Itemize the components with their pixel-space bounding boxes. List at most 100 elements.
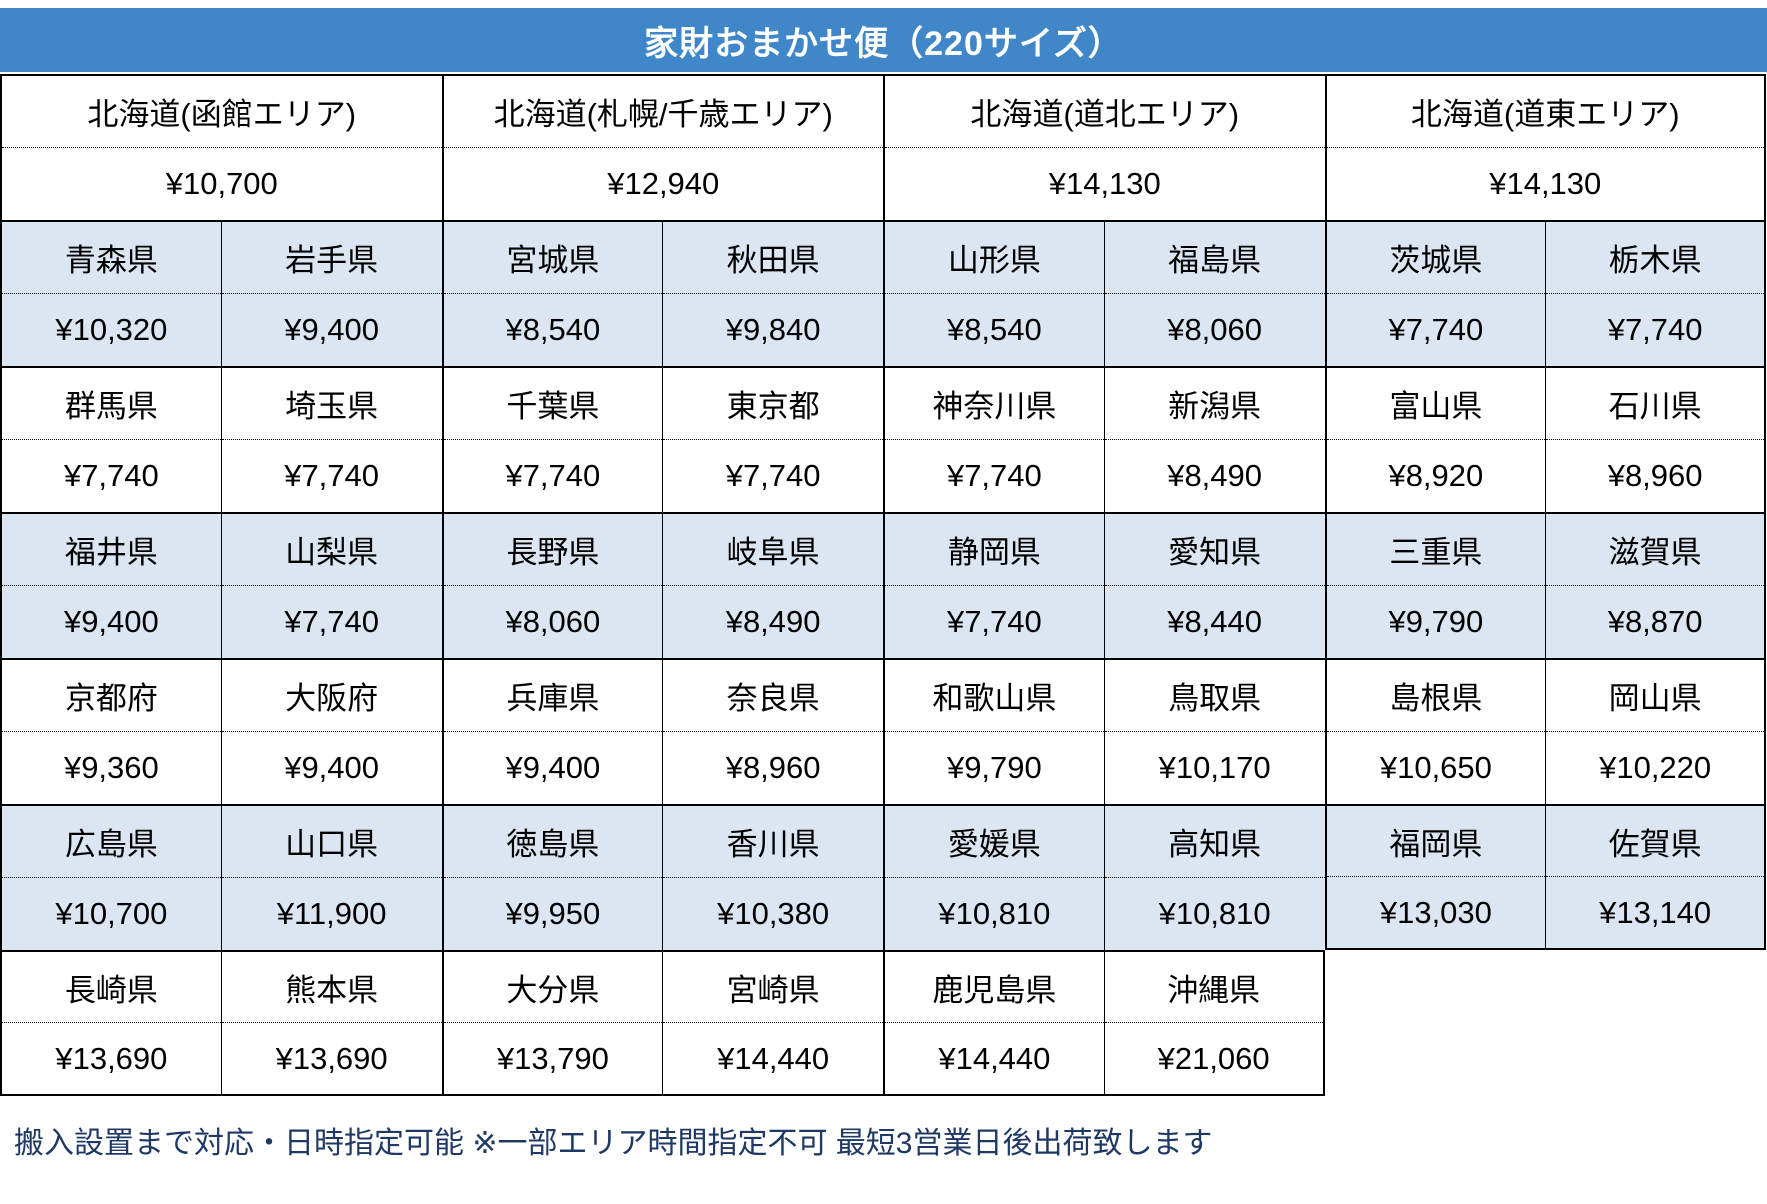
prefecture-cell: 山形県 ¥8,540 [883, 220, 1104, 366]
prefecture-cell: 鳥取県 ¥10,170 [1103, 658, 1325, 804]
prefecture-name: 長崎県 [2, 952, 221, 1023]
prefecture-cell: 大阪府 ¥9,400 [220, 658, 442, 804]
prefecture-price: ¥7,740 [946, 458, 1042, 493]
prefecture-cell: 神奈川県 ¥7,740 [883, 366, 1104, 512]
prefecture-cell: 福島県 ¥8,060 [1103, 220, 1325, 366]
prefecture-price: ¥10,320 [55, 312, 168, 347]
area-cell: 北海道(函館エリア) ¥10,700 [0, 74, 442, 220]
prefecture-name: 島根県 [1326, 660, 1546, 732]
prefecture-price: ¥7,740 [1388, 312, 1484, 347]
prefecture-name: 長野県 [443, 514, 663, 586]
prefecture-name: 石川県 [1546, 368, 1764, 440]
prefecture-price: ¥9,950 [505, 896, 601, 931]
area-cell: 北海道(道北エリア) ¥14,130 [883, 74, 1325, 220]
prefecture-price: ¥10,700 [55, 896, 168, 931]
prefecture-price: ¥8,960 [725, 750, 821, 785]
prefecture-price: ¥13,030 [1379, 894, 1492, 930]
prefecture-cell: 千葉県 ¥7,740 [441, 366, 663, 512]
prefecture-price: ¥10,380 [717, 896, 830, 931]
prefecture-cell: 広島県 ¥10,700 [0, 804, 221, 950]
prefecture-cell: 山口県 ¥11,900 [220, 804, 442, 950]
prefecture-cell: 秋田県 ¥9,840 [662, 220, 883, 366]
prefecture-cell: 富山県 ¥8,920 [1324, 366, 1546, 512]
prefecture-cell: 佐賀県 ¥13,140 [1545, 804, 1766, 950]
prefecture-name: 広島県 [2, 806, 221, 878]
prefecture-price: ¥14,440 [717, 1040, 830, 1076]
prefecture-name: 秋田県 [663, 222, 883, 294]
prefecture-name: 佐賀県 [1546, 806, 1764, 877]
prefecture-price: ¥13,690 [275, 1040, 388, 1076]
prefecture-cell: 岩手県 ¥9,400 [220, 220, 442, 366]
prefecture-price: ¥10,170 [1158, 750, 1271, 785]
prefecture-price: ¥8,060 [1167, 312, 1263, 347]
prefecture-cell: 兵庫県 ¥9,400 [441, 658, 663, 804]
prefecture-name: 鹿児島県 [885, 952, 1104, 1023]
area-name: 北海道(道北エリア) [885, 76, 1325, 148]
area-name: 北海道(札幌/千歳エリア) [443, 76, 883, 148]
prefecture-name: 愛媛県 [885, 806, 1104, 878]
prefecture-cell: 奈良県 ¥8,960 [662, 658, 883, 804]
area-price: ¥10,700 [165, 166, 278, 201]
prefecture-name: 群馬県 [2, 368, 221, 440]
prefecture-price: ¥13,140 [1599, 894, 1712, 930]
prefecture-price: ¥10,810 [1158, 896, 1271, 931]
prefecture-name: 鳥取県 [1104, 660, 1325, 732]
prefecture-price: ¥8,490 [1167, 458, 1263, 493]
prefecture-price: ¥13,790 [496, 1040, 609, 1076]
prefecture-cell: 高知県 ¥10,810 [1103, 804, 1325, 950]
prefecture-name: 宮崎県 [663, 952, 883, 1023]
prefecture-cell: 埼玉県 ¥7,740 [220, 366, 442, 512]
prefecture-cell: 大分県 ¥13,790 [441, 950, 663, 1096]
prefecture-cell: 長野県 ¥8,060 [441, 512, 663, 658]
prefecture-price: ¥13,690 [55, 1040, 168, 1076]
prefecture-cell: 山梨県 ¥7,740 [220, 512, 442, 658]
price-table: 北海道(函館エリア) ¥10,700 北海道(札幌/千歳エリア) ¥12,940… [0, 74, 1766, 1096]
prefecture-price: ¥8,540 [946, 312, 1042, 347]
shipping-price-sheet: 家財おまかせ便（220サイズ） 北海道(函館エリア) ¥10,700 北海道(札… [0, 8, 1767, 1160]
prefecture-name: 香川県 [663, 806, 883, 878]
area-price: ¥14,130 [1048, 166, 1161, 201]
prefecture-cell: 香川県 ¥10,380 [662, 804, 883, 950]
prefecture-price: ¥10,810 [938, 896, 1051, 931]
prefecture-cell: 東京都 ¥7,740 [662, 366, 883, 512]
prefecture-cell: 京都府 ¥9,360 [0, 658, 221, 804]
prefecture-name: 岐阜県 [663, 514, 883, 586]
prefecture-price: ¥7,740 [63, 458, 159, 493]
prefecture-name: 富山県 [1326, 368, 1546, 440]
prefecture-name: 静岡県 [885, 514, 1104, 586]
prefecture-price: ¥9,400 [505, 750, 601, 785]
prefecture-cell: 愛媛県 ¥10,810 [883, 804, 1104, 950]
prefecture-cell: 宮城県 ¥8,540 [441, 220, 663, 366]
prefecture-cell: 鹿児島県 ¥14,440 [883, 950, 1104, 1096]
prefecture-cell: 栃木県 ¥7,740 [1545, 220, 1766, 366]
prefecture-cell: 宮崎県 ¥14,440 [662, 950, 883, 1096]
area-price: ¥14,130 [1489, 166, 1602, 201]
prefecture-name: 兵庫県 [443, 660, 663, 732]
prefecture-cell: 石川県 ¥8,960 [1545, 366, 1766, 512]
prefecture-cell: 愛知県 ¥8,440 [1103, 512, 1325, 658]
prefecture-cell: 群馬県 ¥7,740 [0, 366, 221, 512]
prefecture-name: 徳島県 [443, 806, 663, 878]
prefecture-price: ¥10,220 [1599, 750, 1712, 785]
prefecture-price: ¥21,060 [1157, 1040, 1270, 1076]
prefecture-name: 福島県 [1104, 222, 1325, 294]
prefecture-cell: 静岡県 ¥7,740 [883, 512, 1104, 658]
prefecture-name: 千葉県 [443, 368, 663, 440]
prefecture-price: ¥9,360 [63, 750, 159, 785]
prefecture-price: ¥8,870 [1607, 604, 1703, 639]
prefecture-price: ¥9,840 [725, 312, 821, 347]
prefecture-price: ¥9,400 [284, 750, 380, 785]
prefecture-name: 京都府 [2, 660, 221, 732]
prefecture-price: ¥9,790 [946, 750, 1042, 785]
prefecture-cell: 長崎県 ¥13,690 [0, 950, 221, 1096]
prefecture-price: ¥7,740 [946, 604, 1042, 639]
prefecture-name: 栃木県 [1546, 222, 1764, 294]
prefecture-cell: 熊本県 ¥13,690 [220, 950, 442, 1096]
prefecture-price: ¥8,960 [1607, 458, 1703, 493]
prefecture-cell: 岐阜県 ¥8,490 [662, 512, 883, 658]
prefecture-price: ¥14,440 [938, 1040, 1051, 1076]
prefecture-name: 三重県 [1326, 514, 1546, 586]
prefecture-cell: 和歌山県 ¥9,790 [883, 658, 1104, 804]
page-title: 家財おまかせ便（220サイズ） [644, 24, 1123, 63]
prefecture-cell: 茨城県 ¥7,740 [1324, 220, 1546, 366]
